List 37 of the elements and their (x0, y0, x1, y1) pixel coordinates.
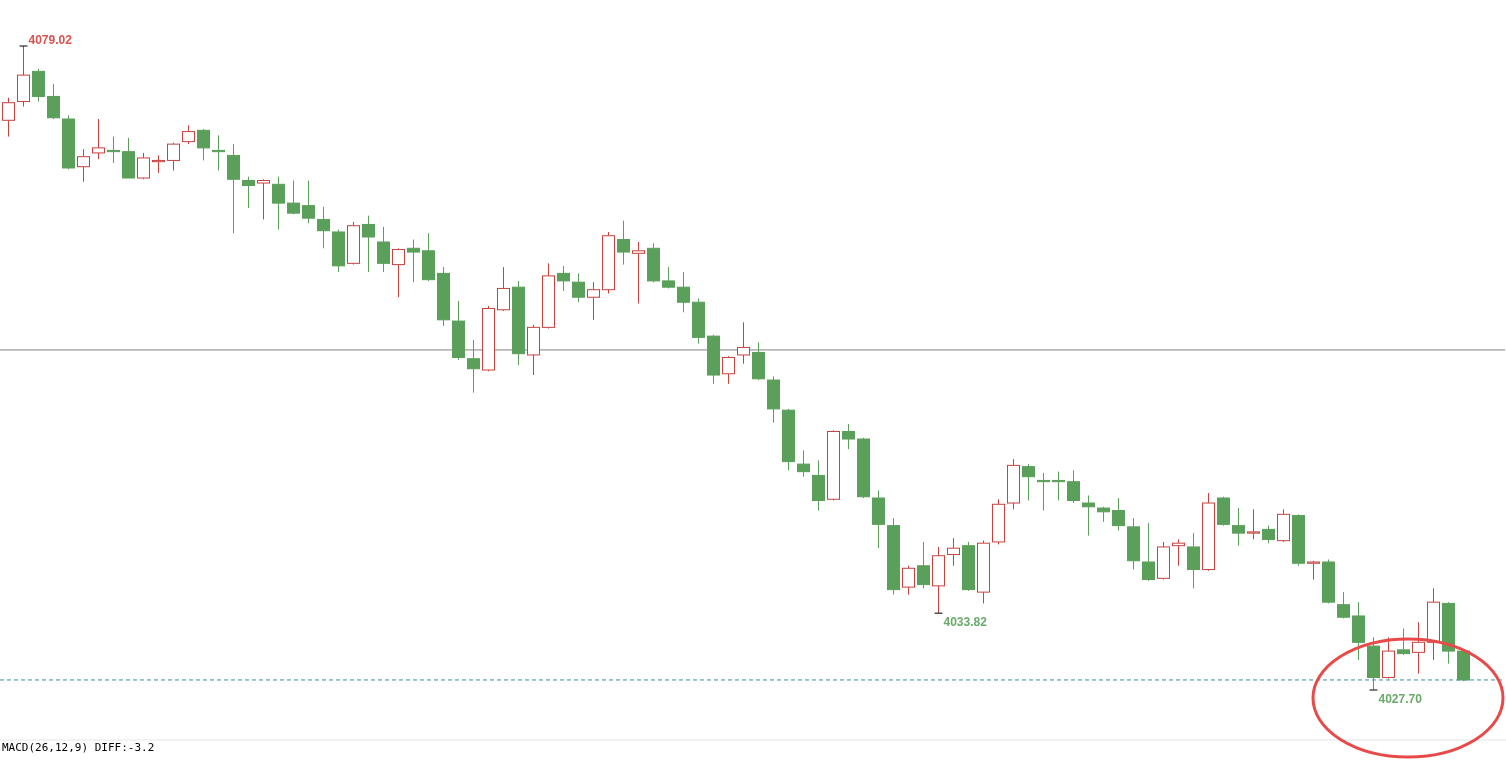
candlestick (1277, 508, 1290, 542)
candlestick (1442, 602, 1455, 665)
text: 4027.70 (1378, 692, 1423, 706)
candlestick (1202, 492, 1215, 571)
candlestick (437, 266, 450, 327)
candlestick (422, 232, 435, 281)
candlestick (1187, 532, 1200, 589)
candlestick (1142, 522, 1155, 581)
candlestick (722, 356, 735, 385)
candlestick (617, 220, 630, 266)
candlestick (107, 136, 120, 164)
candlestick (1427, 587, 1440, 661)
candlestick (1412, 621, 1425, 675)
candlestick (1112, 497, 1125, 532)
candlestick (1397, 628, 1410, 655)
candlestick (467, 339, 480, 394)
candlestick (317, 206, 330, 249)
candlestick (212, 134, 225, 171)
candlestick (692, 297, 705, 345)
candlestick (812, 459, 825, 512)
candlestick (752, 341, 765, 380)
candlestick (497, 266, 510, 311)
candlestick (512, 280, 525, 366)
annotation: 4079.02 (28, 33, 73, 47)
candlestick (392, 249, 405, 298)
candlestick (1232, 507, 1245, 547)
candlestick (47, 83, 60, 119)
candlestick (152, 154, 165, 174)
text: MACD(26,12,9) DIFF:-3.2 (2, 741, 155, 754)
candlestick (827, 431, 840, 500)
candlestick (677, 271, 690, 313)
annotation: 4033.82 (943, 615, 988, 630)
candlestick (257, 180, 270, 220)
candlestick (227, 143, 240, 234)
candlestick (947, 537, 960, 567)
candlestick (797, 449, 810, 478)
candlestick (542, 262, 555, 328)
